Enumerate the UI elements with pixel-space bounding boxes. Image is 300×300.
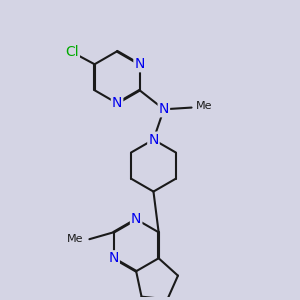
- Text: N: N: [131, 212, 141, 226]
- Text: Cl: Cl: [65, 45, 79, 59]
- Text: N: N: [159, 102, 169, 116]
- Text: N: N: [112, 96, 122, 110]
- Text: N: N: [134, 57, 145, 71]
- Text: N: N: [109, 251, 119, 265]
- Text: N: N: [148, 133, 159, 147]
- Text: Me: Me: [67, 234, 84, 244]
- Text: Me: Me: [195, 101, 212, 111]
